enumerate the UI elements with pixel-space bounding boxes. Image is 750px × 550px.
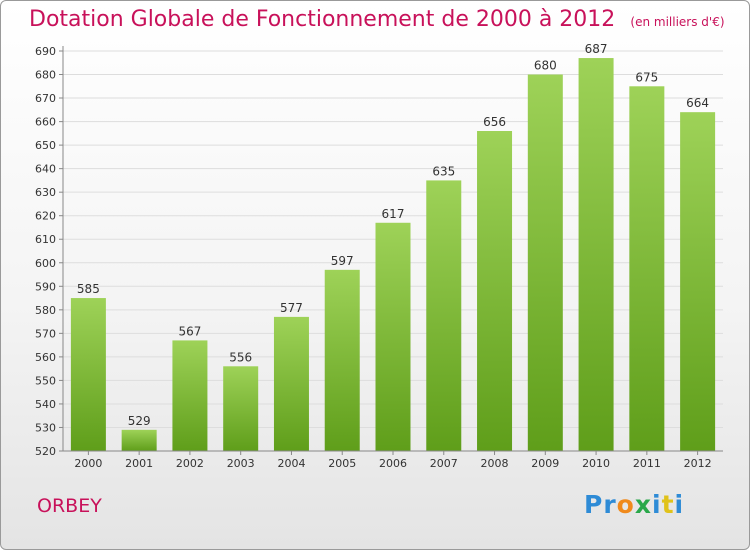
data-label: 585 [77, 282, 100, 296]
y-tick-label: 570 [35, 327, 56, 340]
data-label: 577 [280, 301, 303, 315]
axes [62, 46, 723, 452]
data-label: 687 [585, 42, 608, 56]
commune-name: ORBEY [37, 495, 102, 517]
data-label: 529 [128, 414, 151, 428]
x-tick-label: 2009 [531, 457, 559, 470]
logo-letter: r [603, 490, 617, 519]
data-label: 635 [432, 164, 455, 178]
x-tick-label: 2002 [176, 457, 204, 470]
x-tick-label: 2010 [582, 457, 610, 470]
y-tick-label: 610 [35, 233, 56, 246]
bar [527, 74, 563, 451]
title-row: Dotation Globale de Fonctionnement de 20… [29, 7, 725, 32]
x-tick-label: 2005 [328, 457, 356, 470]
data-label: 617 [382, 207, 405, 221]
y-tick-label: 660 [35, 116, 56, 129]
logo-letter: i [674, 490, 685, 519]
x-tick-label: 2008 [481, 457, 509, 470]
x-tick-label: 2012 [684, 457, 712, 470]
x-tick-label: 2001 [125, 457, 153, 470]
bar [477, 131, 513, 451]
y-tick-label: 520 [35, 445, 56, 458]
chart-title: Dotation Globale de Fonctionnement de 20… [29, 7, 616, 32]
x-tick-label: 2004 [277, 457, 305, 470]
y-tick-label: 560 [35, 351, 56, 364]
bar [375, 222, 411, 451]
data-label: 664 [686, 96, 709, 110]
y-tick-label: 530 [35, 421, 56, 434]
x-tick-label: 2007 [430, 457, 458, 470]
logo-letter: i [652, 490, 662, 519]
bar [426, 180, 462, 452]
y-tick-label: 540 [35, 398, 56, 411]
x-tick-label: 2000 [74, 457, 102, 470]
y-tick-label: 550 [35, 374, 56, 387]
data-label: 680 [534, 59, 557, 73]
data-label: 656 [483, 115, 506, 129]
logo-letter: t [661, 490, 675, 519]
logo-letter: P [584, 490, 604, 519]
y-tick-label: 680 [35, 69, 56, 82]
data-label: 556 [229, 350, 252, 364]
y-tick-label: 600 [35, 257, 56, 270]
x-tick-label: 2011 [633, 457, 661, 470]
logo-letter: x [634, 490, 652, 519]
bar [121, 429, 157, 451]
y-tick-label: 650 [35, 139, 56, 152]
bar [223, 366, 259, 451]
y-tick-label: 670 [35, 92, 56, 105]
data-label: 597 [331, 254, 354, 268]
y-tick-label: 590 [35, 280, 56, 293]
bar [172, 340, 208, 451]
data-label: 567 [178, 324, 201, 338]
bar [578, 58, 614, 451]
data-labels: 585 529 567 556 577 597 617 635 656 680 687 675 664 [77, 42, 709, 428]
x-axis-ticks: 2000 2001 2002 2003 2004 2005 2006 2007 2008 2009… [74, 451, 712, 470]
chart-unit: (en milliers d'€) [630, 15, 725, 29]
bar [629, 86, 665, 451]
logo-letter: o [616, 490, 635, 519]
x-tick-label: 2003 [227, 457, 255, 470]
bar [273, 316, 309, 451]
y-tick-label: 620 [35, 210, 56, 223]
data-label: 675 [635, 70, 658, 84]
x-tick-label: 2006 [379, 457, 407, 470]
bar [324, 269, 360, 451]
proxiti-logo: Proxiti [584, 490, 684, 519]
y-axis-ticks: 520 530 540 550 560 570 580 590 600 610 620 630 640 6… [35, 45, 63, 458]
y-tick-label: 640 [35, 163, 56, 176]
bars [70, 58, 716, 452]
bar [680, 112, 716, 452]
bar [70, 298, 106, 451]
y-tick-label: 690 [35, 45, 56, 58]
y-tick-label: 580 [35, 304, 56, 317]
y-tick-label: 630 [35, 186, 56, 199]
